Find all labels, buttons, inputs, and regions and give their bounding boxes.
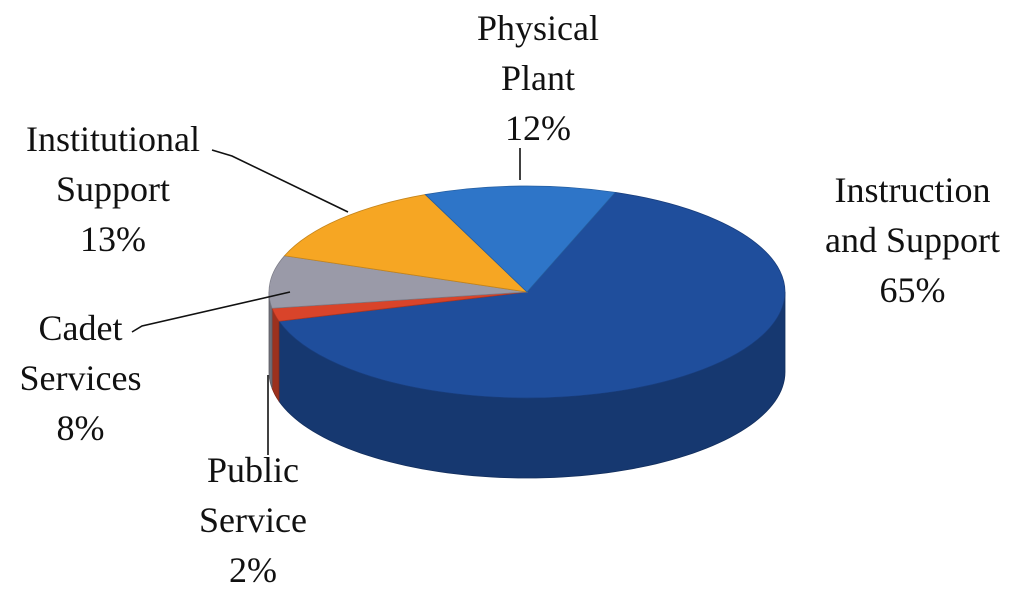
pie-slice [268,255,528,309]
leader-line [211,149,349,213]
category-label: Physical Plant [477,8,599,98]
pie-slice [278,191,786,399]
category-label: Instruction and Support [825,170,1000,260]
value-label: 2% [229,550,277,590]
category-label: Public Service [199,450,307,540]
slice-label: Instruction and Support 65% [805,165,1020,315]
chart: Physical Plant 12% Instruction and Suppor… [8,3,1020,590]
slice-label: Physical Plant 12% [458,3,618,153]
slice-label: Institutional Support 13% [8,114,218,264]
value-label: 8% [56,408,105,448]
pie-slice [424,185,617,293]
value-label: 12% [505,108,571,148]
value-label: 65% [879,270,946,310]
category-label: Cadet Services [19,308,142,398]
leader-line [131,291,291,333]
slice-label: Public Service 2% [183,445,323,595]
value-label: 13% [80,219,146,259]
slice-label: Cadet Services 8% [8,303,153,453]
pie-canvas [131,148,786,479]
leader-lines [131,148,521,455]
slice-side [271,308,280,403]
pie-slice [283,194,529,293]
category-label: Institutional Support [26,119,200,209]
